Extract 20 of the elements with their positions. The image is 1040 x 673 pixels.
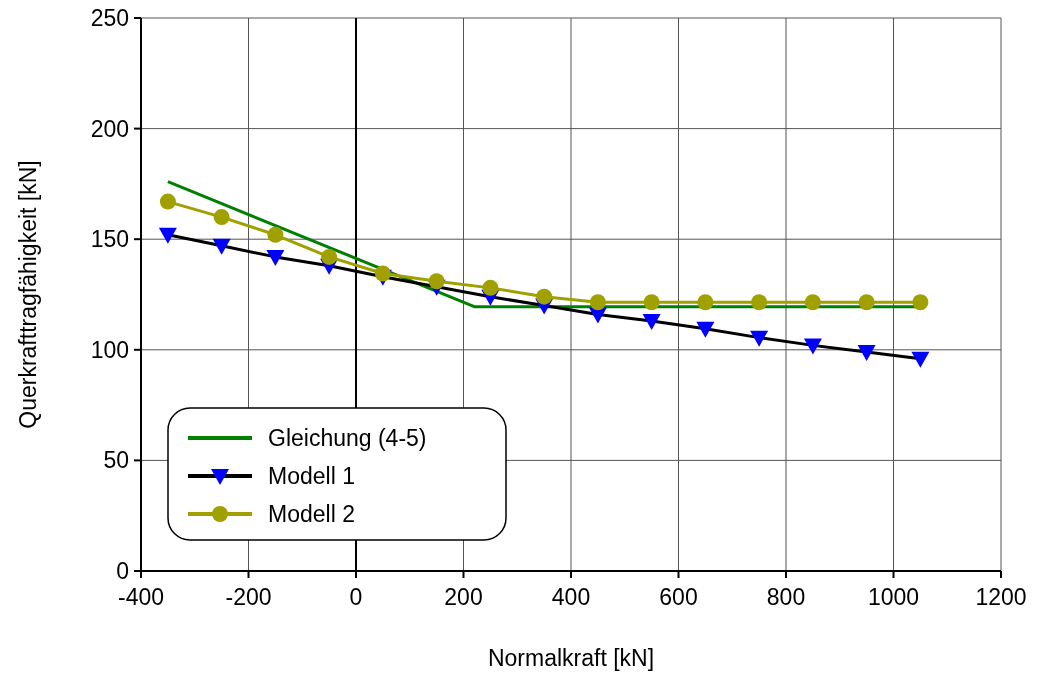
x-tick-label: 400 [551, 584, 591, 610]
x-axis-title: Normalkraft [kN] [487, 645, 655, 671]
y-tick-label: 0 [116, 558, 129, 584]
y-tick-label: 250 [90, 5, 129, 31]
x-tick-label: 200 [444, 584, 483, 610]
y-tick-label: 200 [90, 115, 129, 142]
x-tick-label: 600 [659, 584, 698, 610]
legend-label: Gleichung (4-5) [268, 425, 427, 451]
y-tick-label: 50 [103, 447, 129, 474]
y-tick-label: 150 [90, 226, 129, 253]
x-tick-label: 0 [349, 584, 363, 610]
x-tick-label: -400 [117, 584, 165, 610]
y-axis-title: Querkrafttragfähigkeit [kN] [15, 160, 41, 429]
x-tick-label: -200 [225, 584, 272, 610]
y-tick-label: 100 [90, 336, 129, 363]
x-tick-label: 800 [766, 584, 806, 610]
legend-label: Modell 2 [268, 501, 355, 527]
x-tick-label: 1000 [867, 584, 920, 610]
legend-label: Modell 1 [268, 463, 355, 489]
x-tick-label: 1200 [975, 584, 1027, 610]
